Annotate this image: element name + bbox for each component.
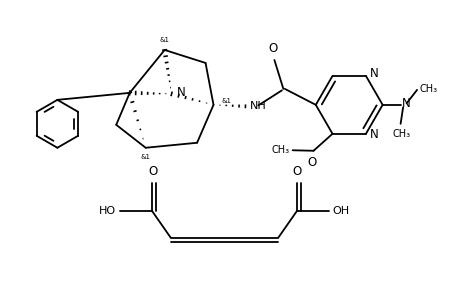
Text: HO: HO (99, 206, 116, 216)
Text: &1: &1 (141, 154, 151, 160)
Text: CH₃: CH₃ (419, 84, 438, 94)
Text: O: O (268, 42, 277, 55)
Text: OH: OH (333, 206, 350, 216)
Text: O: O (293, 165, 302, 178)
Text: &1: &1 (221, 98, 232, 104)
Text: &1: &1 (160, 37, 170, 43)
Text: N: N (370, 67, 378, 80)
Text: N: N (370, 128, 378, 141)
Text: N: N (402, 97, 411, 110)
Text: O: O (307, 156, 316, 169)
Text: N: N (177, 86, 186, 99)
Text: CH₃: CH₃ (272, 145, 290, 155)
Text: O: O (148, 165, 157, 178)
Text: NH: NH (250, 101, 267, 111)
Text: CH₃: CH₃ (392, 129, 410, 139)
